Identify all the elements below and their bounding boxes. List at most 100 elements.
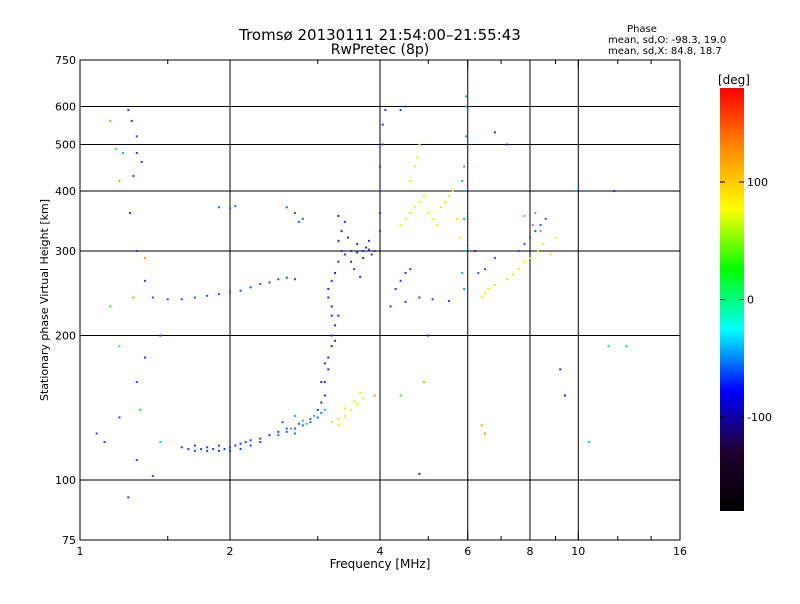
data-point <box>455 217 458 220</box>
data-point <box>95 432 98 435</box>
data-point <box>464 135 467 138</box>
data-point <box>459 236 462 239</box>
data-point <box>135 135 138 138</box>
data-point <box>143 279 146 282</box>
data-point <box>309 418 312 421</box>
data-point <box>463 250 466 253</box>
y-tick-label: 200 <box>55 330 76 343</box>
data-point <box>463 288 466 291</box>
data-point <box>413 165 416 168</box>
x-axis-label: Frequency [MHz] <box>330 557 431 571</box>
data-point <box>493 257 496 260</box>
data-point <box>523 260 526 263</box>
data-point <box>431 217 434 220</box>
data-point <box>249 439 252 442</box>
data-point <box>381 143 384 146</box>
data-point <box>305 422 308 425</box>
data-point <box>334 324 337 327</box>
data-point <box>285 430 288 433</box>
x-tick-label: 6 <box>464 545 471 558</box>
data-point <box>389 305 392 308</box>
data-point <box>229 291 231 294</box>
data-point <box>447 300 450 303</box>
data-point <box>127 109 130 112</box>
data-point <box>327 288 330 291</box>
data-point <box>337 239 340 242</box>
data-point <box>293 414 296 417</box>
phase-box-line-x: mean, sd,X: 84.8, 18.7 <box>608 46 722 57</box>
data-point <box>130 119 133 122</box>
data-point <box>416 156 419 159</box>
data-point <box>140 160 143 163</box>
data-point <box>381 123 384 126</box>
data-point <box>409 179 412 182</box>
data-point <box>151 474 154 477</box>
data-point <box>529 236 531 239</box>
data-point <box>418 143 421 146</box>
data-point <box>330 305 333 308</box>
data-point <box>132 296 135 299</box>
data-point <box>418 296 421 299</box>
data-point <box>362 257 365 260</box>
grid-lines <box>80 60 680 540</box>
data-point <box>534 230 537 233</box>
data-point <box>187 448 190 451</box>
data-point <box>575 190 578 193</box>
data-point <box>293 427 296 430</box>
data-point <box>531 223 534 226</box>
data-point <box>281 421 284 424</box>
data-point <box>427 334 430 337</box>
data-point <box>323 362 326 365</box>
data-point <box>330 314 333 317</box>
data-point <box>320 401 323 404</box>
data-point <box>373 394 376 397</box>
data-point <box>337 418 340 421</box>
plot-frame <box>79 59 681 541</box>
data-point <box>506 143 509 146</box>
data-point <box>330 279 333 282</box>
data-point <box>229 449 231 452</box>
data-point <box>293 212 296 215</box>
data-point <box>384 109 387 112</box>
data-point <box>313 414 316 417</box>
data-point <box>337 260 340 263</box>
data-point <box>353 268 356 271</box>
y-tick-label: 300 <box>55 245 76 258</box>
data-point <box>135 381 138 384</box>
data-point <box>404 271 407 274</box>
data-point <box>234 205 237 208</box>
data-points <box>95 95 628 499</box>
data-point <box>223 448 226 451</box>
data-point <box>356 243 359 246</box>
x-tick-label: 8 <box>527 545 534 558</box>
data-point <box>443 200 446 203</box>
data-point <box>484 292 487 295</box>
data-point <box>625 345 628 348</box>
phase-box-title: Phase <box>627 24 657 35</box>
data-point <box>330 345 333 348</box>
data-point <box>544 217 547 220</box>
colorbar-tick-label: -100 <box>747 411 772 424</box>
data-point <box>166 298 169 301</box>
data-point <box>422 195 425 198</box>
data-point <box>293 278 296 281</box>
data-point <box>268 281 271 284</box>
data-point <box>118 179 121 182</box>
data-point <box>563 394 566 397</box>
axes: 1 2 4 6 8 10 16 75 100 200 300 400 500 600 750 <box>55 54 687 558</box>
data-point <box>334 339 337 342</box>
data-point <box>323 394 326 397</box>
data-point <box>103 441 106 444</box>
x-tick-label: 10 <box>571 545 585 558</box>
data-point <box>549 253 552 256</box>
x-tick-label: 4 <box>377 545 384 558</box>
data-point <box>350 250 353 253</box>
data-point <box>367 248 370 251</box>
data-point <box>435 223 438 226</box>
colorbar-tick-label: 0 <box>747 294 754 307</box>
data-point <box>239 442 242 445</box>
data-point <box>293 432 296 435</box>
data-point <box>217 206 220 209</box>
data-point <box>151 296 154 299</box>
data-point <box>480 296 483 299</box>
